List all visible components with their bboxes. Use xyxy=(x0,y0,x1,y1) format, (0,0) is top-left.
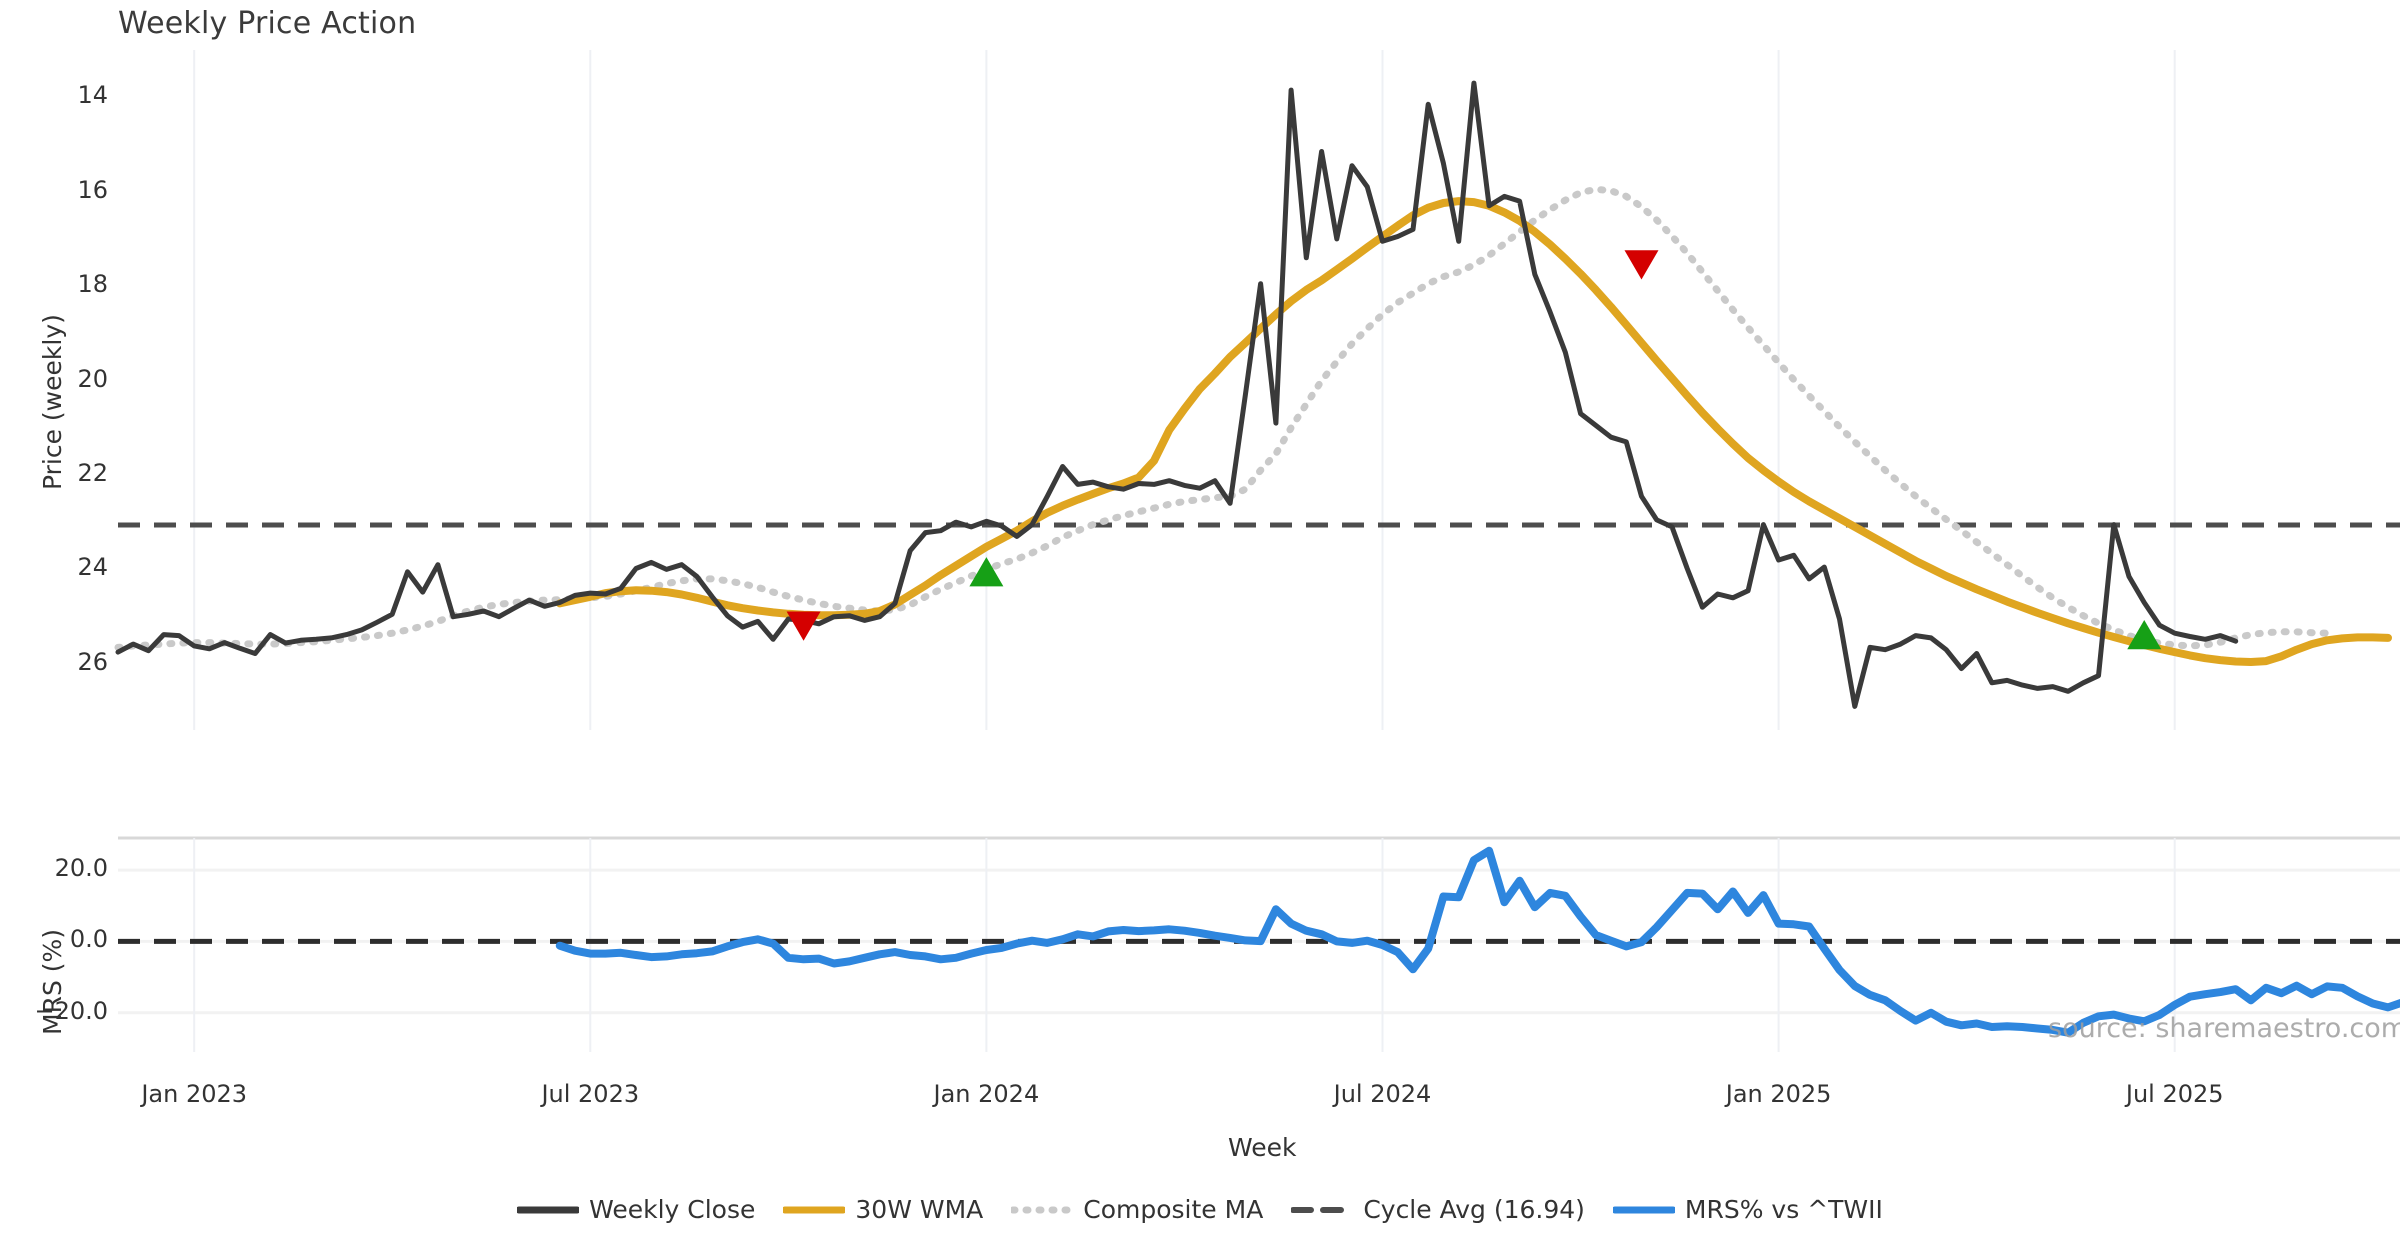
x-tick: Jul 2024 xyxy=(1333,1080,1432,1108)
mrs-y-axis-label: MRS (%) xyxy=(38,928,67,1035)
legend-item-4[interactable]: MRS% vs ^TWII xyxy=(1612,1195,1883,1224)
legend-label: Composite MA xyxy=(1083,1195,1264,1224)
x-tick: Jan 2024 xyxy=(933,1080,1040,1108)
legend-swatch-icon xyxy=(783,1201,846,1219)
mrs-panel xyxy=(0,830,2400,1060)
price-y-tick: 16 xyxy=(77,175,108,204)
price-y-tick: 20 xyxy=(77,364,108,393)
mrs-line xyxy=(555,846,2400,1037)
price-panel xyxy=(0,40,2400,780)
x-axis-label: Week xyxy=(1228,1133,1297,1162)
sell-marker-0 xyxy=(786,611,821,641)
price-y-tick: 18 xyxy=(77,270,108,299)
price-y-tick: 26 xyxy=(77,647,108,676)
legend-swatch-icon xyxy=(517,1201,580,1219)
legend-swatch-icon xyxy=(1011,1201,1074,1219)
legend-swatch-icon xyxy=(1612,1201,1675,1219)
chart-legend: Weekly Close 30W WMA Composite MA Cycle Avg… xyxy=(0,1195,2400,1224)
weekly-close-line xyxy=(115,80,2239,709)
legend-label: Weekly Close xyxy=(589,1195,756,1224)
price-y-tick: 22 xyxy=(77,459,108,487)
legend-swatch-icon xyxy=(1291,1201,1354,1219)
price-y-tick: 14 xyxy=(77,81,108,110)
mrs-y-tick: 0.0 xyxy=(69,925,108,954)
legend-label: Cycle Avg (16.94) xyxy=(1363,1195,1585,1224)
price-y-tick: 24 xyxy=(77,553,108,582)
source-watermark: source: sharemaestro.com xyxy=(2048,1013,2400,1044)
legend-label: 30W WMA xyxy=(855,1195,984,1224)
sell-marker-2 xyxy=(1624,250,1659,280)
x-tick: Jan 2025 xyxy=(1725,1080,1832,1108)
mrs-y-tick: −20.0 xyxy=(34,996,108,1025)
legend-item-1[interactable]: 30W WMA xyxy=(783,1195,983,1224)
composite-ma-line xyxy=(114,185,2331,651)
legend-label: MRS% vs ^TWII xyxy=(1684,1195,1883,1224)
x-tick: Jul 2025 xyxy=(2125,1080,2224,1108)
mrs-plot xyxy=(118,836,2400,1052)
x-tick: Jul 2023 xyxy=(541,1080,640,1108)
buy-marker-3 xyxy=(2127,619,2162,650)
buy-marker-1 xyxy=(969,557,1004,587)
page-title: Weekly Price Action xyxy=(118,6,417,41)
mrs-y-tick: 20.0 xyxy=(54,854,108,883)
x-tick: Jan 2023 xyxy=(141,1080,248,1108)
price-plot xyxy=(114,50,2400,730)
legend-item-2[interactable]: Composite MA xyxy=(1011,1195,1263,1224)
legend-item-0[interactable]: Weekly Close xyxy=(517,1195,755,1224)
legend-item-3[interactable]: Cycle Avg (16.94) xyxy=(1291,1195,1585,1224)
wma-line xyxy=(555,197,2392,666)
price-y-axis-label: Price (weekly) xyxy=(38,314,67,490)
